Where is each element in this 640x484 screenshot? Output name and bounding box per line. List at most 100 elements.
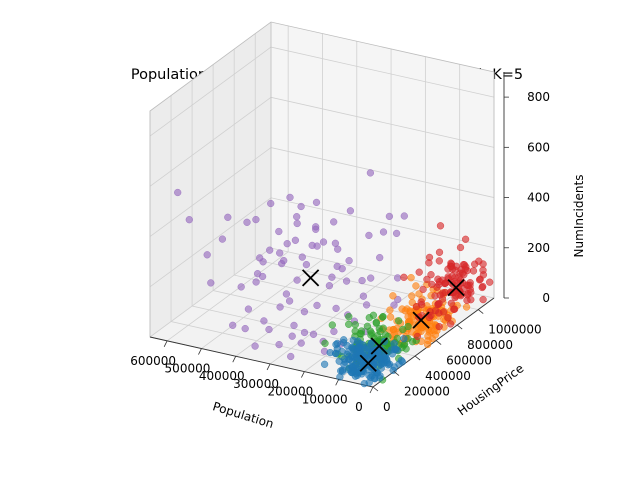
data-point bbox=[338, 265, 346, 273]
data-point bbox=[444, 314, 452, 322]
data-point bbox=[351, 327, 359, 335]
data-points bbox=[174, 169, 494, 388]
centroid-marker bbox=[301, 269, 320, 287]
data-point bbox=[376, 354, 384, 362]
data-point bbox=[260, 317, 268, 325]
data-point bbox=[462, 263, 470, 271]
data-point bbox=[224, 213, 232, 221]
data-point bbox=[475, 257, 483, 265]
data-point bbox=[425, 259, 433, 267]
data-point bbox=[394, 295, 402, 304]
data-point bbox=[461, 235, 470, 243]
data-point bbox=[417, 298, 425, 306]
data-point bbox=[400, 341, 408, 349]
x-tick-label: 300000 bbox=[233, 377, 279, 391]
data-point bbox=[441, 279, 449, 288]
x-axis-line bbox=[149, 336, 374, 388]
data-point bbox=[383, 359, 392, 367]
data-point bbox=[293, 276, 301, 284]
back-right-pane bbox=[271, 22, 494, 298]
data-point bbox=[448, 265, 457, 273]
data-point bbox=[431, 331, 440, 339]
y-tick-mark bbox=[393, 371, 400, 376]
data-point bbox=[267, 199, 275, 208]
data-point bbox=[386, 306, 394, 314]
data-point bbox=[291, 236, 300, 244]
data-point bbox=[276, 303, 284, 311]
z-tick-label: 600 bbox=[527, 140, 550, 154]
data-point bbox=[298, 253, 306, 261]
data-point bbox=[436, 222, 445, 230]
data-point bbox=[252, 278, 260, 286]
data-point bbox=[283, 240, 291, 248]
data-point bbox=[241, 324, 249, 333]
data-point bbox=[328, 321, 336, 329]
data-point bbox=[385, 212, 394, 221]
data-point bbox=[390, 301, 398, 309]
data-point bbox=[389, 292, 397, 300]
data-point bbox=[353, 348, 361, 356]
data-point bbox=[460, 285, 468, 293]
data-point bbox=[332, 349, 340, 358]
data-point bbox=[392, 229, 401, 238]
y-tick-label: 0 bbox=[383, 400, 391, 414]
data-point bbox=[325, 282, 334, 290]
z-tick-label: 400 bbox=[527, 191, 550, 205]
data-point bbox=[367, 274, 375, 282]
back-left-pane bbox=[150, 22, 271, 337]
data-point bbox=[369, 311, 378, 319]
data-point bbox=[462, 303, 471, 311]
data-point bbox=[302, 260, 311, 269]
data-point bbox=[408, 292, 416, 300]
x-tick-mark bbox=[232, 356, 237, 363]
centroid-marker bbox=[412, 311, 430, 329]
data-point bbox=[358, 367, 366, 375]
data-point bbox=[476, 275, 484, 283]
data-point bbox=[463, 296, 471, 305]
data-point bbox=[312, 225, 320, 233]
y-tick-label: 200000 bbox=[404, 385, 450, 399]
data-point bbox=[258, 272, 267, 281]
y-tick-label: 800000 bbox=[467, 338, 513, 352]
data-point bbox=[203, 251, 211, 259]
data-point bbox=[251, 342, 259, 350]
data-point bbox=[275, 340, 283, 349]
axes-panes bbox=[149, 21, 505, 388]
data-point bbox=[337, 367, 345, 375]
data-point bbox=[345, 355, 353, 364]
z-tick-label: 200 bbox=[527, 241, 550, 255]
data-point bbox=[321, 339, 329, 347]
data-point bbox=[366, 169, 375, 177]
x-tick-mark bbox=[301, 371, 305, 378]
data-point bbox=[312, 198, 321, 207]
centroid-marker bbox=[447, 278, 465, 297]
centroid-marker bbox=[359, 354, 377, 372]
y-tick-mark bbox=[477, 309, 484, 314]
data-point bbox=[287, 352, 295, 361]
data-point bbox=[378, 313, 387, 321]
data-point bbox=[243, 218, 251, 226]
z-axis-label: NumIncidents bbox=[572, 175, 586, 258]
data-point bbox=[467, 288, 475, 297]
data-point bbox=[376, 253, 384, 262]
data-point bbox=[435, 322, 443, 331]
x-axis-label: Population bbox=[211, 399, 275, 431]
data-point bbox=[275, 227, 283, 236]
data-point bbox=[413, 332, 422, 341]
data-point bbox=[404, 322, 412, 331]
data-point bbox=[336, 373, 344, 381]
data-point bbox=[313, 301, 321, 310]
data-point bbox=[393, 274, 402, 282]
data-point bbox=[244, 305, 253, 313]
data-point bbox=[346, 207, 355, 215]
data-point bbox=[342, 277, 351, 285]
data-point bbox=[450, 305, 459, 313]
data-point bbox=[345, 313, 353, 321]
floor-pane bbox=[150, 248, 494, 387]
data-point bbox=[266, 246, 274, 254]
x-tick-label: 600000 bbox=[130, 354, 176, 368]
data-point bbox=[300, 308, 309, 316]
